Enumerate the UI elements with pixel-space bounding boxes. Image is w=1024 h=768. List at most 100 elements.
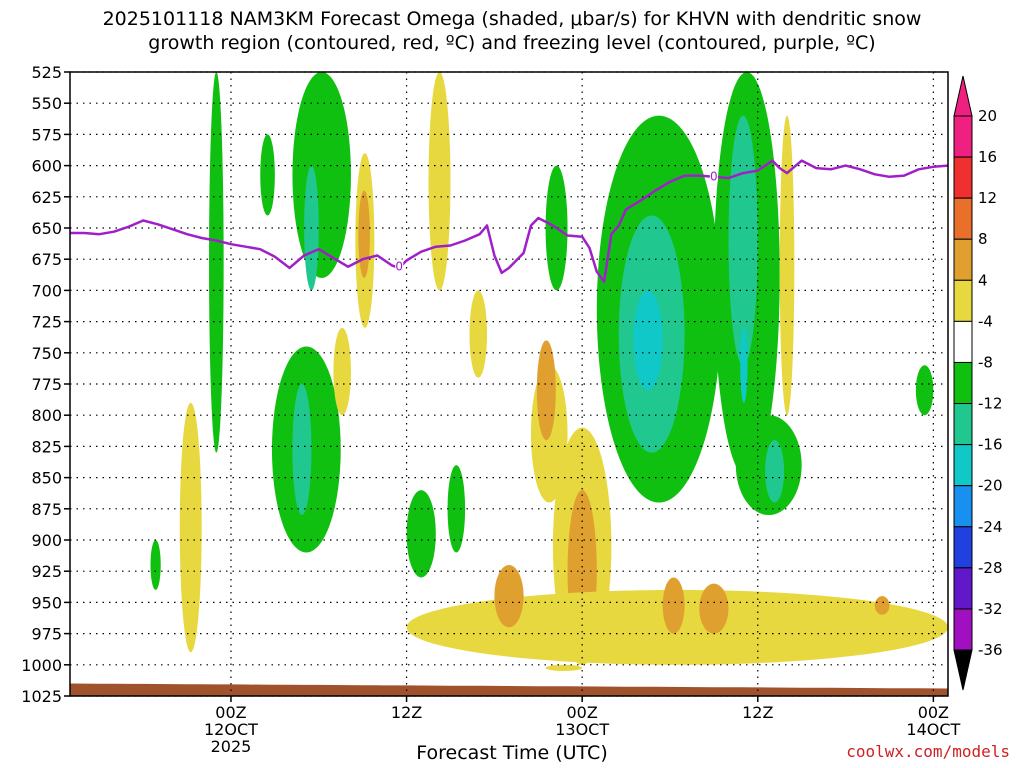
colorbar-label-7: -12 — [978, 395, 1003, 413]
chart-title-line-2: growth region (contoured, red, ºC) and f… — [148, 32, 876, 54]
freezing-label-bg-2 — [988, 167, 996, 179]
colorbar-label-8: -16 — [978, 436, 1003, 454]
x-tick-label-2-0: 00Z — [567, 703, 598, 722]
omega-region-27 — [536, 340, 556, 441]
omega-region-34 — [874, 596, 890, 615]
colorbar-segment-10 — [953, 526, 973, 569]
freezing-label-0: 0 — [395, 259, 403, 273]
colorbar-segment-1 — [953, 156, 973, 199]
freezing-label-2: 0 — [988, 167, 996, 181]
x-tick-label-4-1: 14OCT — [906, 720, 960, 739]
colorbar-label-12: -32 — [978, 600, 1003, 618]
omega-region-15 — [406, 490, 436, 578]
colorbar-segment-4 — [953, 279, 973, 322]
omega-region-24 — [545, 664, 583, 672]
colorbar-top-arrow — [953, 75, 973, 117]
ground-band — [70, 683, 948, 696]
x-tick-label-4-0: 00Z — [918, 703, 949, 722]
y-tick-label-875: 875 — [31, 500, 62, 519]
y-tick-label-525: 525 — [31, 63, 62, 82]
ground-terrain — [70, 683, 948, 696]
omega-shading — [150, 72, 948, 672]
colorbar-label-2: 12 — [978, 189, 997, 207]
y-tick-label-975: 975 — [31, 625, 62, 644]
omega-region-33 — [699, 583, 729, 634]
colorbar-segment-2 — [953, 197, 973, 240]
x-tick-label-2-1: 13OCT — [555, 720, 609, 739]
colorbar-segment-11 — [953, 567, 973, 610]
x-tick-label-0-2: 2025 — [211, 737, 252, 756]
chart-title-line-1: 2025101118 NAM3KM Forecast Omega (shaded… — [102, 8, 922, 30]
y-tick-label-900: 900 — [31, 531, 62, 550]
omega-region-32 — [662, 577, 685, 634]
x-tick-label-0-0: 00Z — [215, 703, 246, 722]
y-tick-label-650: 650 — [31, 219, 62, 238]
y-tick-label-850: 850 — [31, 469, 62, 488]
colorbar-label-9: -20 — [978, 477, 1003, 495]
y-tick-label-1000: 1000 — [21, 656, 62, 675]
colorbar-segment-12 — [953, 608, 973, 651]
x-tick-label-3-0: 12Z — [742, 703, 773, 722]
omega-region-36 — [469, 290, 488, 378]
omega-region-18 — [915, 365, 934, 416]
y-tick-label-750: 750 — [31, 344, 62, 363]
colorbar-segment-5 — [953, 320, 973, 363]
colorbar-label-4: 4 — [978, 271, 988, 289]
freezing-label-bg-0 — [395, 259, 404, 272]
y-tick-label-575: 575 — [31, 125, 62, 144]
y-tick-label-775: 775 — [31, 375, 62, 394]
y-tick-label-825: 825 — [31, 437, 62, 456]
omega-region-14 — [765, 440, 785, 503]
omega-region-23 — [358, 190, 370, 278]
colorbar-label-0: 20 — [978, 107, 997, 125]
omega-region-11 — [740, 327, 748, 403]
colorbar-label-13: -36 — [978, 641, 1003, 659]
colorbar-bottom-arrow — [953, 649, 973, 691]
freezing-label-1: 0 — [710, 170, 718, 184]
y-tick-label-600: 600 — [31, 157, 62, 176]
colorbar-label-10: -24 — [978, 518, 1003, 536]
omega-region-21 — [428, 72, 451, 291]
x-tick-label-1-0: 12Z — [391, 703, 422, 722]
colorbar-label-3: 8 — [978, 230, 988, 248]
colorbar-segment-7 — [953, 403, 973, 446]
omega-region-19 — [150, 540, 161, 590]
omega-region-10 — [728, 115, 758, 366]
colorbar-label-5: -4 — [978, 312, 993, 330]
omega-region-1 — [292, 72, 351, 278]
colorbar-segment-8 — [953, 444, 973, 487]
grid-lines — [70, 71, 948, 697]
omega-region-35 — [779, 115, 795, 416]
omega-region-17 — [757, 140, 773, 366]
freezing-level-contour — [70, 159, 948, 283]
y-tick-label-725: 725 — [31, 313, 62, 332]
y-tick-label-1025: 1025 — [21, 687, 62, 706]
omega-region-37 — [333, 327, 351, 416]
colorbar-label-6: -8 — [978, 353, 993, 371]
omega-region-3 — [260, 134, 275, 216]
omega-region-31 — [494, 564, 524, 628]
y-tick-label-800: 800 — [31, 406, 62, 425]
freezing-label-bg-1 — [709, 169, 718, 182]
y-tick-label-675: 675 — [31, 250, 62, 269]
omega-region-8 — [633, 290, 663, 391]
x-axis-title: Forecast Time (UTC) — [416, 742, 608, 764]
colorbar: 20 16 12 8 4 -4 -8 -12 -16 -20 -24 -28 -32 -36 — [953, 75, 1003, 691]
y-axis: 525 550 575 600 625 650 675 700 725 750 775 800 825 8… — [21, 63, 70, 706]
freezing-level-line: 0 0 0 — [70, 159, 996, 283]
omega-region-5 — [292, 384, 312, 516]
colorbar-label-1: 16 — [978, 148, 997, 166]
y-tick-label-625: 625 — [31, 188, 62, 207]
colorbar-segment-3 — [953, 238, 973, 281]
x-tick-label-0-1: 12OCT — [204, 720, 258, 739]
y-tick-label-925: 925 — [31, 562, 62, 581]
y-tick-label-700: 700 — [31, 281, 62, 300]
colorbar-segment-6 — [953, 361, 973, 405]
y-tick-label-950: 950 — [31, 593, 62, 612]
colorbar-segment-0 — [953, 115, 973, 158]
colorbar-label-11: -28 — [978, 559, 1003, 577]
omega-region-20 — [179, 402, 202, 653]
y-tick-label-550: 550 — [31, 94, 62, 113]
